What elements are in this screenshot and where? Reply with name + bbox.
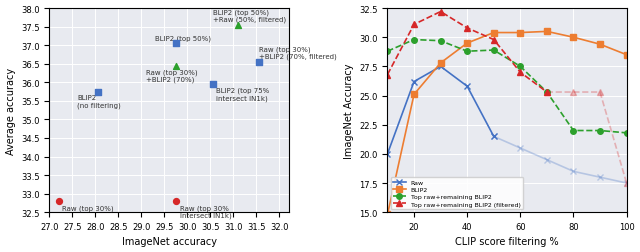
Raw [410,81,418,84]
Raw [436,66,444,69]
Text: Raw (top 30%): Raw (top 30%) [62,204,114,211]
Text: BLIP2 (top 75%
intersect IN1k): BLIP2 (top 75% intersect IN1k) [216,87,269,101]
Top raw+remaining BLIP2 (filtered) [436,11,444,14]
Text: BLIP2
(no filtering): BLIP2 (no filtering) [77,95,121,108]
Line: BLIP2: BLIP2 [385,29,629,217]
Raw [383,153,391,156]
BLIP2 [436,62,444,65]
BLIP2 [623,54,630,57]
Top raw+remaining BLIP2 (filtered) [490,39,497,42]
Point [233,24,243,28]
Top raw+remaining BLIP2 [410,39,418,42]
Top raw+remaining BLIP2 (filtered) [410,24,418,27]
BLIP2 [516,32,524,35]
Top raw+remaining BLIP2 (filtered) [516,71,524,74]
Text: Raw (top 30%
intersect IN1k): Raw (top 30% intersect IN1k) [180,204,231,218]
Point [207,83,218,87]
Top raw+remaining BLIP2 [623,132,630,135]
Raw [490,135,497,138]
Top raw+remaining BLIP2 (filtered) [383,74,391,77]
Line: Raw: Raw [385,64,497,157]
Top raw+remaining BLIP2 [543,91,550,94]
X-axis label: CLIP score filtering %: CLIP score filtering % [455,237,559,246]
Top raw+remaining BLIP2 [436,40,444,43]
Top raw+remaining BLIP2 (filtered) [543,91,550,94]
Legend: Raw, BLIP2, Top raw+remaining BLIP2, Top raw+remaining BLIP2 (filtered): Raw, BLIP2, Top raw+remaining BLIP2, Top… [390,177,523,209]
Text: Raw (top 30%)
+BLIP2 (70%, filtered): Raw (top 30%) +BLIP2 (70%, filtered) [259,46,337,60]
Point [54,199,64,203]
BLIP2 [570,37,577,40]
X-axis label: ImageNet accuracy: ImageNet accuracy [122,237,216,246]
Point [171,199,181,203]
BLIP2 [490,32,497,35]
Top raw+remaining BLIP2 [463,50,471,53]
Y-axis label: Average accuracy: Average accuracy [6,67,15,154]
Line: Top raw+remaining BLIP2: Top raw+remaining BLIP2 [385,38,629,136]
Top raw+remaining BLIP2 (filtered) [463,27,471,30]
Top raw+remaining BLIP2 [383,50,391,53]
Y-axis label: ImageNet Accuracy: ImageNet Accuracy [344,63,354,158]
BLIP2 [463,42,471,45]
Line: Top raw+remaining BLIP2 (filtered): Top raw+remaining BLIP2 (filtered) [385,10,550,96]
Raw [463,85,471,88]
Point [171,42,181,46]
BLIP2 [410,93,418,97]
BLIP2 [596,44,604,47]
Point [171,64,181,68]
Point [93,90,103,94]
Point [253,60,264,65]
Top raw+remaining BLIP2 [596,130,604,133]
Top raw+remaining BLIP2 [490,49,497,52]
Top raw+remaining BLIP2 [570,130,577,133]
Text: BLIP2 (top 50%): BLIP2 (top 50%) [156,35,211,42]
Text: Raw (top 30%)
+BLIP2 (70%): Raw (top 30%) +BLIP2 (70%) [146,69,198,83]
BLIP2 [383,213,391,216]
Top raw+remaining BLIP2 [516,66,524,69]
Text: BLIP2 (top 50%)
+Raw (50%, filtered): BLIP2 (top 50%) +Raw (50%, filtered) [212,9,286,23]
BLIP2 [543,31,550,34]
